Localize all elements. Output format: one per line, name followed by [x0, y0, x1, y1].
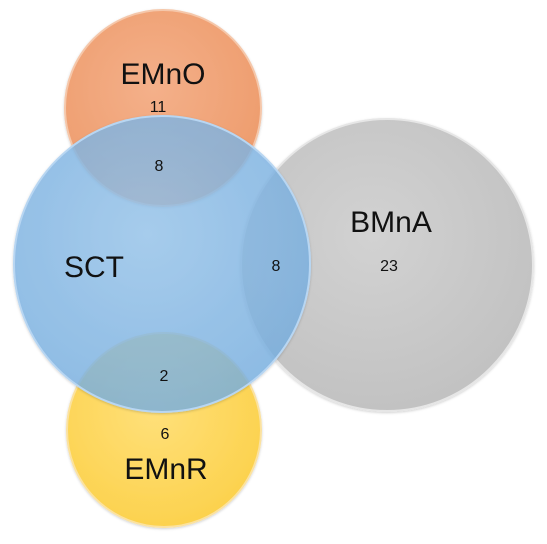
- bmna-label: BMnA: [350, 206, 432, 239]
- count-sct-emnr: 2: [160, 368, 169, 385]
- emno-label: EMnO: [120, 58, 205, 91]
- emnr-label: EMnR: [124, 453, 207, 486]
- count-sct-bmna: 8: [272, 258, 281, 275]
- count-bmna-only: 23: [380, 258, 398, 275]
- count-emno-only: 11: [150, 99, 167, 116]
- count-emnr-only: 6: [161, 426, 170, 443]
- sct-label: SCT: [64, 251, 124, 284]
- sct-circle: [13, 115, 311, 413]
- count-emno-sct: 8: [155, 158, 164, 175]
